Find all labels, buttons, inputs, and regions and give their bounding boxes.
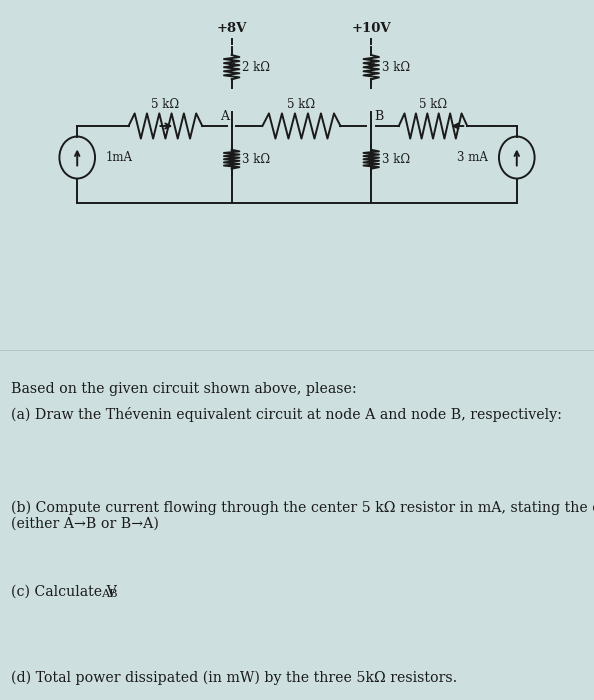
Text: AB: AB [101,589,118,598]
Text: 5 kΩ: 5 kΩ [287,97,315,111]
Text: Based on the given circuit shown above, please:: Based on the given circuit shown above, … [11,382,356,395]
Text: 3 mA: 3 mA [457,151,488,164]
Text: +10V: +10V [352,22,391,35]
Text: (d) Total power dissipated (in mW) by the three 5kΩ resistors.: (d) Total power dissipated (in mW) by th… [11,671,457,685]
Text: 3 kΩ: 3 kΩ [382,61,410,74]
Text: 2 kΩ: 2 kΩ [242,61,270,74]
Text: 3 kΩ: 3 kΩ [242,153,270,166]
Text: B: B [374,109,384,122]
Text: +8V: +8V [216,22,247,35]
Text: 1mA: 1mA [105,151,132,164]
Text: 5 kΩ: 5 kΩ [419,97,447,111]
Text: (b) Compute current flowing through the center 5 kΩ resistor in mA, stating the : (b) Compute current flowing through the … [11,500,594,531]
Text: (a) Draw the Thévenin equivalent circuit at node A and node B, respectively:: (a) Draw the Thévenin equivalent circuit… [11,407,562,422]
Text: 3 kΩ: 3 kΩ [382,153,410,166]
Text: A: A [220,109,229,122]
Text: 5 kΩ: 5 kΩ [151,97,179,111]
Text: (c) Calculate V: (c) Calculate V [11,584,116,598]
